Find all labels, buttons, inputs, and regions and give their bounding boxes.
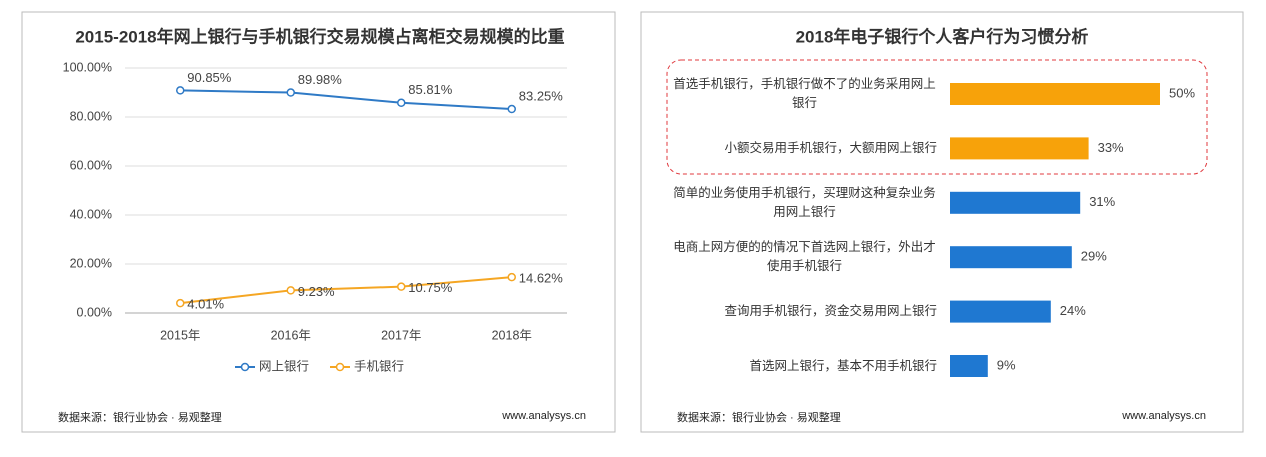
source: 数据来源：银行业协会 · 易观整理	[58, 410, 222, 424]
category-text: 小额交易用手机银行，大额用网上银行	[724, 140, 937, 155]
data-label: 29%	[1081, 249, 1107, 264]
data-label: 83.25%	[519, 88, 564, 103]
data-label: 85.81%	[408, 82, 453, 97]
legend-marker	[240, 362, 250, 372]
x-tick-label: 2018年	[492, 328, 532, 342]
category-label: 首选网上银行，基本不用手机银行	[657, 346, 937, 386]
category-text: 简单的业务使用手机银行，买理财这种复杂业务用网上银行	[673, 185, 936, 219]
category-text: 电商上网方便的的情况下首选网上银行，外出才使用手机银行	[673, 240, 936, 274]
x-tick-label: 2015年	[160, 328, 200, 342]
data-label: 9%	[997, 357, 1016, 372]
source: 数据来源：银行业协会 · 易观整理	[677, 410, 841, 424]
bar	[950, 300, 1051, 323]
url: www.analysys.cn	[501, 410, 586, 422]
legend-marker	[335, 362, 345, 372]
point	[286, 286, 295, 295]
data-label: 89.98%	[298, 72, 343, 87]
data-label: 4.01%	[187, 297, 224, 312]
url: www.analysys.cn	[1121, 410, 1206, 422]
chart-title: 2018年电子银行个人客户行为习惯分析	[796, 26, 1089, 46]
data-label: 24%	[1060, 303, 1086, 318]
category-label: 首选手机银行，手机银行做不了的业务采用网上银行	[657, 74, 937, 114]
legend-label: 手机银行	[354, 359, 404, 373]
data-label: 50%	[1169, 85, 1195, 100]
y-tick-label: 40.00%	[70, 207, 112, 221]
chart-title: 2015-2018年网上银行与手机银行交易规模占离柜交易规模的比重	[75, 26, 564, 46]
highlight-box	[666, 59, 1208, 175]
category-text: 查询用手机银行，资金交易用网上银行	[724, 304, 937, 319]
y-tick-label: 100.00%	[63, 60, 112, 74]
category-text: 首选网上银行，基本不用手机银行	[749, 358, 937, 373]
y-tick-label: 0.00%	[77, 305, 112, 319]
category-label: 小额交易用手机银行，大额用网上银行	[657, 128, 937, 168]
data-label: 10.75%	[408, 280, 453, 295]
y-tick-label: 20.00%	[70, 256, 112, 270]
line	[180, 89, 512, 111]
point	[507, 104, 516, 114]
y-tick-label: 60.00%	[70, 158, 112, 172]
category-label: 电商上网方便的的情况下首选网上银行，外出才使用手机银行	[657, 237, 937, 277]
data-label: 14.62%	[519, 271, 564, 286]
data-label: 9.23%	[298, 284, 335, 299]
category-label: 查询用手机银行，资金交易用网上银行	[657, 292, 937, 332]
bar	[950, 191, 1081, 214]
panel	[21, 11, 616, 433]
data-label: 33%	[1098, 140, 1124, 155]
point	[507, 272, 516, 282]
y-tick-label: 80.00%	[70, 109, 112, 123]
point	[176, 298, 185, 308]
point	[286, 88, 295, 97]
category-text: 首选手机银行，手机银行做不了的业务采用网上银行	[673, 77, 936, 110]
data-label: 31%	[1089, 194, 1115, 209]
x-tick-label: 2016年	[271, 328, 311, 342]
bar	[950, 83, 1160, 105]
panel	[640, 11, 1244, 433]
legend-label: 网上银行	[259, 359, 309, 373]
point	[397, 282, 406, 291]
bar	[950, 246, 1072, 269]
bar	[950, 355, 988, 377]
bar	[950, 137, 1089, 160]
category-label: 简单的业务使用手机银行，买理财这种复杂业务用网上银行	[657, 183, 937, 223]
x-tick-label: 2017年	[381, 328, 421, 342]
data-label: 90.85%	[187, 70, 232, 85]
point	[176, 86, 185, 95]
point	[397, 98, 406, 108]
line	[180, 276, 512, 305]
